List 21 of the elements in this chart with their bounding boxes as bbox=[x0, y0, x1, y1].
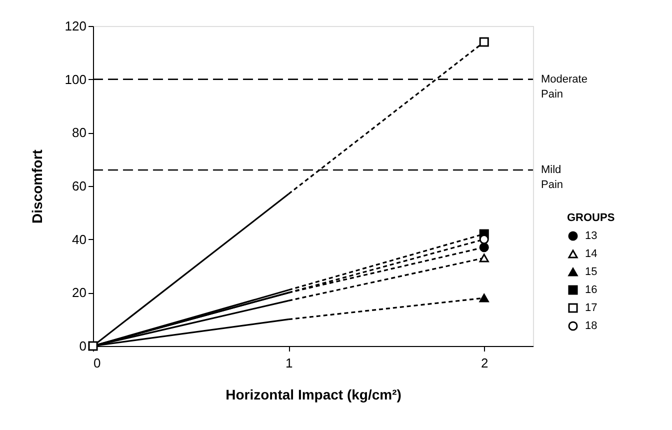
legend-label: 15 bbox=[585, 266, 598, 278]
legend-label: 17 bbox=[585, 302, 598, 314]
y-tick-label: 60 bbox=[72, 178, 86, 194]
y-tick-label: 0 bbox=[79, 338, 86, 354]
y-tick-label: 20 bbox=[72, 285, 86, 300]
y-axis-title: Discomfort bbox=[28, 149, 45, 224]
x-tick-label: 1 bbox=[285, 356, 293, 370]
x-tick-label: 0 bbox=[94, 356, 101, 370]
y-tick-label: 40 bbox=[72, 232, 86, 247]
legend-label: 13 bbox=[585, 230, 598, 242]
x-tick-label: 2 bbox=[480, 356, 488, 370]
legend-label: 16 bbox=[585, 284, 598, 296]
x-axis-title: Horizontal Impact (kg/cm²) bbox=[226, 386, 402, 402]
ref-line-label: Mild Pain bbox=[541, 164, 564, 191]
y-tick-label: 100 bbox=[64, 72, 86, 87]
y-tick-label: 120 bbox=[64, 18, 86, 34]
legend-label: 14 bbox=[585, 248, 598, 260]
ref-line-label: Moderate Pain bbox=[541, 73, 588, 100]
legend-title: GROUPS bbox=[567, 212, 615, 224]
y-tick-label: 80 bbox=[72, 125, 86, 140]
legend-label: 18 bbox=[585, 320, 598, 332]
